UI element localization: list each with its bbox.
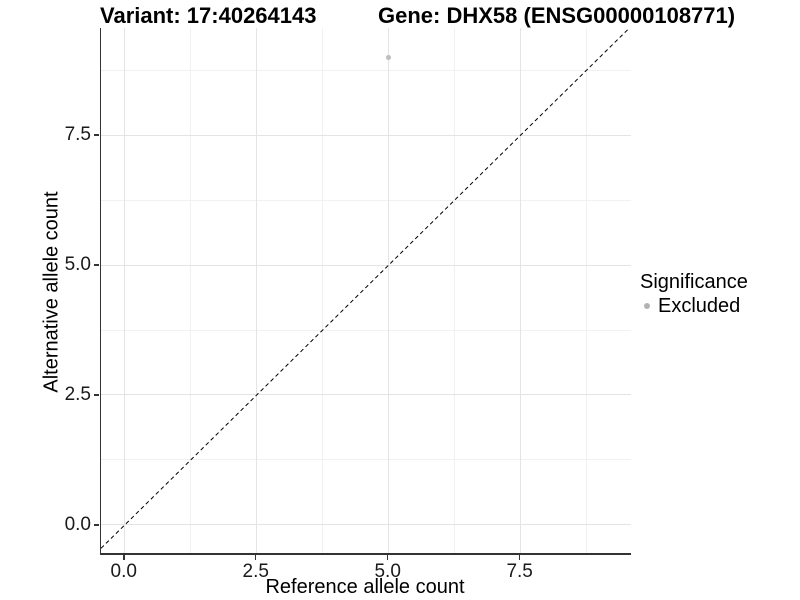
minor-gridline-x <box>454 28 456 553</box>
x-tick-mark <box>123 555 125 560</box>
major-gridline-y <box>101 524 631 526</box>
legend-item-label: Excluded <box>658 295 741 317</box>
y-tick-label: 7.5 <box>64 124 91 146</box>
y-tick-mark <box>94 134 99 136</box>
x-axis-title: Reference allele count <box>265 576 465 598</box>
minor-gridline-x <box>190 28 192 553</box>
legend-dot-icon <box>644 303 650 309</box>
x-tick-label: 7.5 <box>506 561 533 582</box>
identity-reference-line <box>101 28 630 549</box>
x-tick-mark <box>518 555 521 560</box>
x-tick-label: 5.0 <box>374 561 401 582</box>
legend-item: Excluded <box>640 296 748 316</box>
y-tick-label: 5.0 <box>64 254 91 276</box>
y-axis-title: Alternative allele count <box>40 191 63 393</box>
y-tick-label: 0.0 <box>64 513 91 535</box>
major-gridline-y <box>101 134 631 136</box>
major-gridline-x <box>124 28 126 553</box>
major-gridline-x <box>388 28 390 553</box>
legend-title: Significance <box>640 271 748 293</box>
major-gridline-x <box>520 28 522 553</box>
major-gridline-x <box>256 28 258 553</box>
plot-title-variant: Variant: 17:40264143 <box>100 3 317 28</box>
minor-gridline-x <box>322 28 324 553</box>
legend: Significance Excluded <box>640 270 748 316</box>
x-tick-label: 2.5 <box>242 561 269 582</box>
x-tick-label: 0.0 <box>110 561 137 582</box>
x-tick-mark <box>386 555 389 560</box>
minor-gridline-y <box>101 459 631 461</box>
legend-key <box>636 296 658 316</box>
major-gridline-y <box>101 264 631 266</box>
y-tick-mark <box>94 394 99 396</box>
legend-items: Excluded <box>640 296 748 316</box>
y-tick-mark <box>94 524 99 526</box>
data-point <box>386 54 392 60</box>
y-tick-mark <box>94 264 99 266</box>
major-gridline-y <box>101 394 631 396</box>
plot-panel <box>100 28 631 555</box>
minor-gridline-x <box>586 28 588 553</box>
x-tick-mark <box>254 555 257 560</box>
minor-gridline-y <box>101 69 631 71</box>
y-tick-label: 2.5 <box>64 383 91 405</box>
plot-title-gene: Gene: DHX58 (ENSG00000108771) <box>378 3 736 28</box>
minor-gridline-y <box>101 329 631 331</box>
minor-gridline-y <box>101 199 631 201</box>
